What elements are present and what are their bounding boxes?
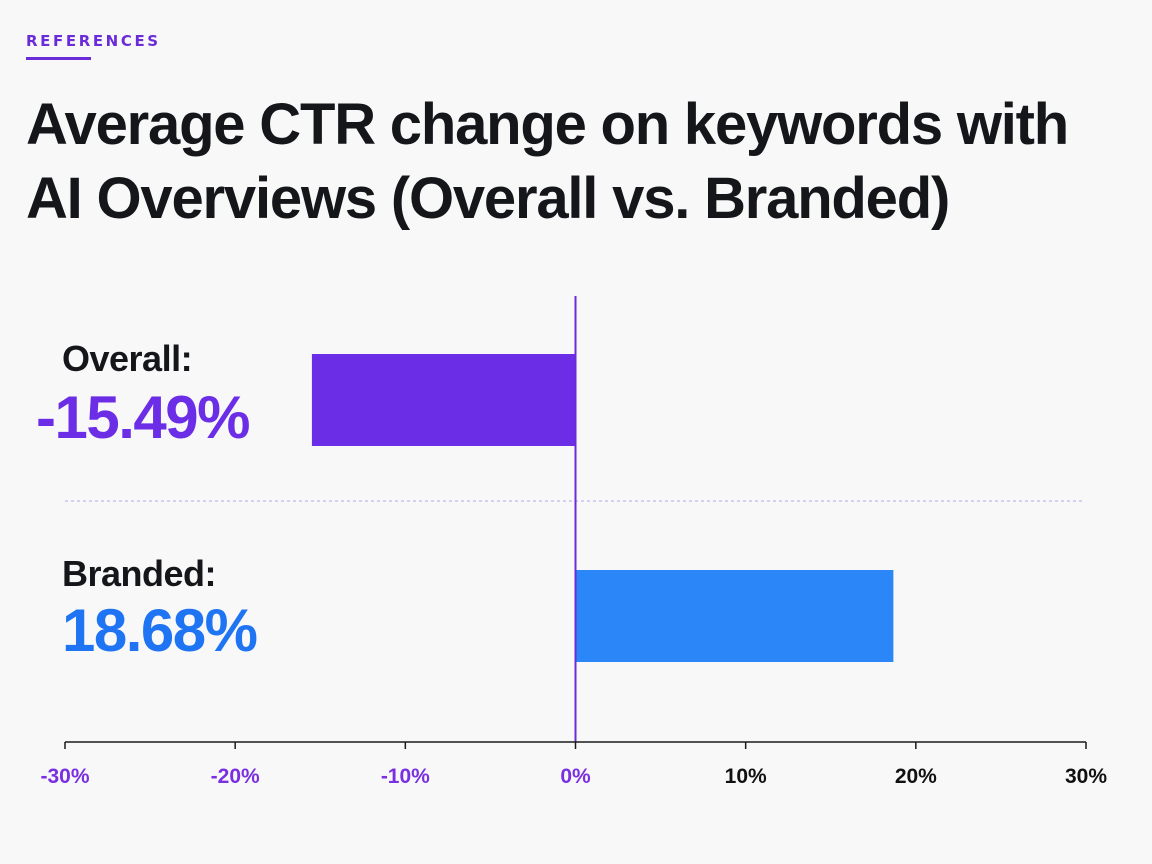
bar-overall [311,354,576,446]
x-tick-label: -30% [40,765,89,788]
x-tick-label: -20% [211,765,260,788]
page-title: Average CTR change on keywords with AI O… [26,92,1069,231]
bar-branded [575,570,894,662]
x-tick-label: 0% [560,765,591,788]
row-value-overall: -15.49% [36,384,250,451]
x-tick-label: 20% [895,765,937,788]
x-tick-label: 10% [725,765,767,788]
x-tick-label: 30% [1065,765,1107,788]
row-label-overall: Overall: [62,338,193,379]
eyebrow-underline [26,57,91,60]
eyebrow-label: REFERENCES [26,32,161,50]
row-value-branded: 18.68% [62,597,258,664]
x-tick-label: -10% [381,765,430,788]
row-label-branded: Branded: [62,553,217,594]
